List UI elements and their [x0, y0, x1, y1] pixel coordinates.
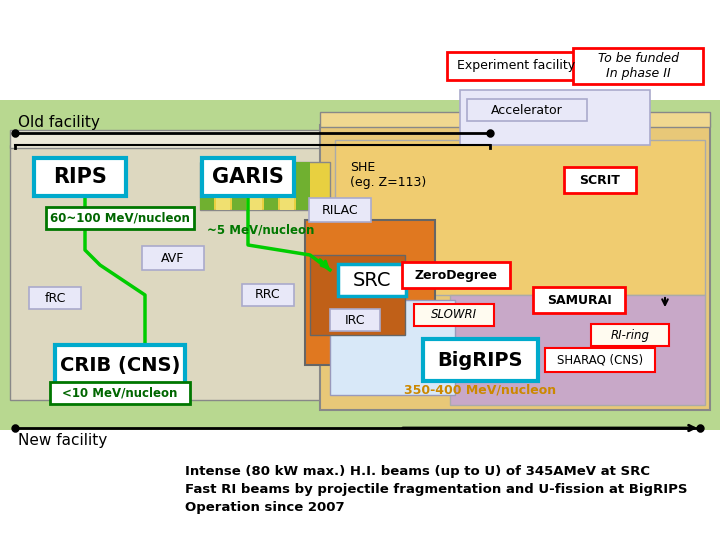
Text: To be funded
In phase II: To be funded In phase II [598, 52, 678, 80]
FancyBboxPatch shape [46, 207, 194, 229]
Text: RILAC: RILAC [322, 204, 359, 217]
FancyBboxPatch shape [335, 140, 705, 295]
Text: GARIS: GARIS [212, 167, 284, 187]
Text: RRC: RRC [255, 288, 281, 301]
FancyBboxPatch shape [447, 52, 585, 80]
Text: New facility: New facility [18, 433, 107, 448]
FancyBboxPatch shape [320, 112, 710, 127]
FancyBboxPatch shape [564, 167, 636, 193]
FancyBboxPatch shape [533, 287, 625, 313]
FancyBboxPatch shape [330, 309, 380, 331]
Text: SRC: SRC [353, 271, 391, 289]
Text: Experiment facility: Experiment facility [457, 59, 575, 72]
Text: SCRIT: SCRIT [580, 173, 621, 186]
FancyBboxPatch shape [34, 158, 126, 196]
FancyBboxPatch shape [200, 162, 330, 210]
Text: BigRIPS: BigRIPS [437, 350, 523, 369]
FancyBboxPatch shape [200, 162, 214, 210]
Text: Intense (80 kW max.) H.I. beams (up to U) of 345AMeV at SRC
Fast RI beams by pro: Intense (80 kW max.) H.I. beams (up to U… [185, 465, 688, 514]
FancyBboxPatch shape [467, 99, 587, 121]
FancyBboxPatch shape [10, 130, 320, 148]
FancyBboxPatch shape [320, 125, 710, 410]
Text: ZeroDegree: ZeroDegree [415, 268, 498, 281]
Text: RI-ring: RI-ring [611, 328, 649, 341]
Text: AVF: AVF [161, 252, 185, 265]
FancyBboxPatch shape [402, 262, 510, 288]
FancyBboxPatch shape [202, 158, 294, 196]
Text: 350-400 MeV/nucleon: 350-400 MeV/nucleon [404, 383, 556, 396]
Text: RIPS: RIPS [53, 167, 107, 187]
FancyBboxPatch shape [264, 162, 278, 210]
Text: 60~100 MeV/nucleon: 60~100 MeV/nucleon [50, 212, 190, 225]
Text: Accelerator: Accelerator [491, 104, 563, 117]
FancyBboxPatch shape [280, 162, 294, 210]
Text: fRC: fRC [45, 292, 66, 305]
FancyBboxPatch shape [591, 324, 669, 346]
FancyBboxPatch shape [330, 300, 455, 395]
Polygon shape [0, 100, 720, 430]
FancyBboxPatch shape [338, 264, 406, 296]
Text: SHARAQ (CNS): SHARAQ (CNS) [557, 354, 643, 367]
FancyBboxPatch shape [0, 0, 720, 100]
Text: SLOWRI: SLOWRI [431, 308, 477, 321]
Text: <10 MeV/nucleon: <10 MeV/nucleon [63, 387, 178, 400]
FancyBboxPatch shape [573, 48, 703, 84]
Text: SHE
(eg. Z=113): SHE (eg. Z=113) [350, 161, 426, 189]
FancyBboxPatch shape [216, 162, 230, 210]
Text: Old facility: Old facility [18, 114, 100, 130]
FancyBboxPatch shape [305, 220, 435, 365]
FancyBboxPatch shape [50, 382, 190, 404]
FancyBboxPatch shape [450, 295, 705, 405]
FancyBboxPatch shape [55, 345, 185, 385]
FancyBboxPatch shape [142, 246, 204, 270]
FancyBboxPatch shape [545, 348, 655, 372]
Text: SAMURAI: SAMURAI [546, 294, 611, 307]
Text: CRIB (CNS): CRIB (CNS) [60, 355, 180, 375]
FancyBboxPatch shape [242, 284, 294, 306]
Text: IRC: IRC [345, 314, 365, 327]
FancyBboxPatch shape [310, 255, 405, 335]
Text: ~5 MeV/nucleon: ~5 MeV/nucleon [207, 224, 315, 237]
FancyBboxPatch shape [0, 430, 720, 540]
FancyBboxPatch shape [232, 162, 246, 210]
FancyBboxPatch shape [423, 339, 538, 381]
FancyBboxPatch shape [460, 90, 650, 145]
FancyBboxPatch shape [414, 304, 494, 326]
FancyBboxPatch shape [29, 287, 81, 309]
FancyBboxPatch shape [10, 145, 320, 400]
FancyBboxPatch shape [248, 162, 262, 210]
FancyBboxPatch shape [296, 162, 310, 210]
FancyBboxPatch shape [309, 198, 371, 222]
